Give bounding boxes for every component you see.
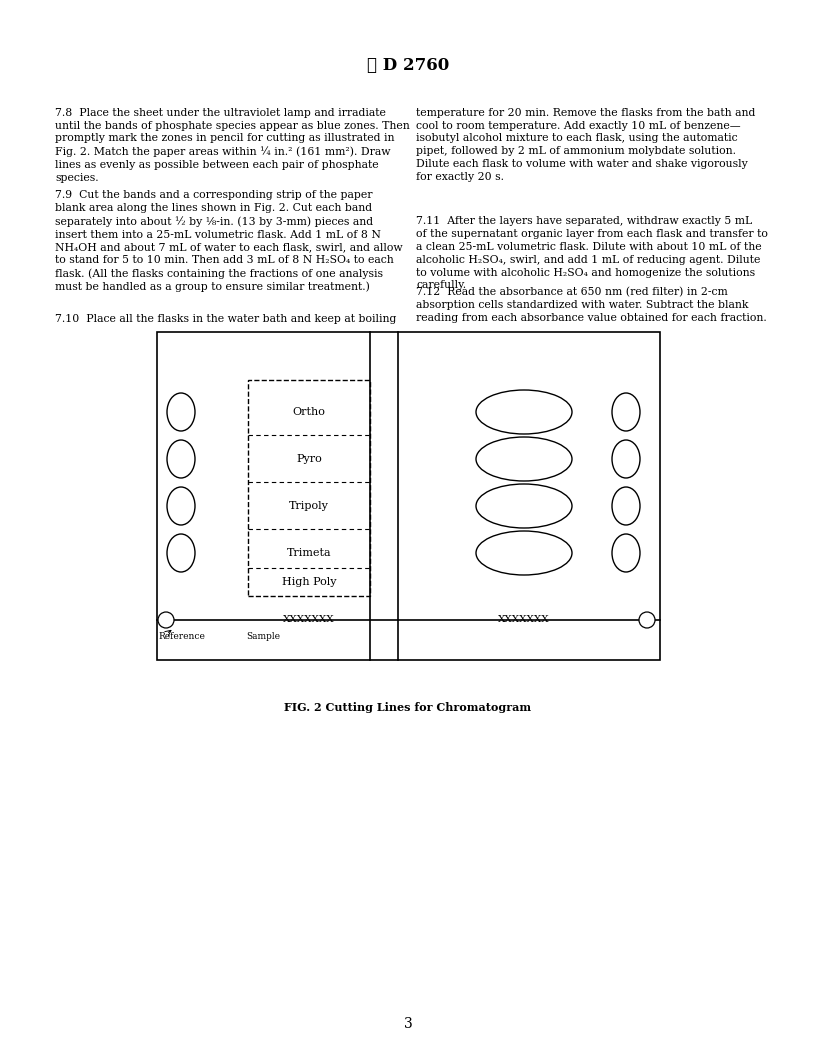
- Text: 3: 3: [404, 1017, 412, 1032]
- Text: 7.11  After the layers have separated, withdraw exactly 5 mL
of the supernatant : 7.11 After the layers have separated, wi…: [416, 216, 768, 290]
- Text: 7.9  Cut the bands and a corresponding strip of the paper
blank area along the l: 7.9 Cut the bands and a corresponding st…: [55, 190, 403, 293]
- Ellipse shape: [167, 440, 195, 478]
- Ellipse shape: [476, 390, 572, 434]
- Text: Ortho: Ortho: [293, 407, 326, 417]
- Bar: [248, 380, 370, 596]
- Ellipse shape: [612, 393, 640, 431]
- Text: XXXXXXX: XXXXXXX: [283, 616, 335, 624]
- Ellipse shape: [476, 484, 572, 528]
- Ellipse shape: [612, 534, 640, 572]
- Text: Reference: Reference: [158, 631, 205, 641]
- Text: High Poly: High Poly: [282, 577, 336, 587]
- Text: Ⓜ D 2760: Ⓜ D 2760: [367, 57, 449, 74]
- Text: FIG. 2 Cutting Lines for Chromatogram: FIG. 2 Cutting Lines for Chromatogram: [285, 702, 531, 713]
- Ellipse shape: [639, 612, 655, 628]
- Ellipse shape: [476, 437, 572, 480]
- Ellipse shape: [476, 531, 572, 576]
- Ellipse shape: [612, 440, 640, 478]
- Text: Sample: Sample: [246, 631, 280, 641]
- Text: Trimeta: Trimeta: [286, 548, 331, 558]
- Ellipse shape: [158, 612, 174, 628]
- Ellipse shape: [167, 534, 195, 572]
- Ellipse shape: [167, 393, 195, 431]
- Text: XXXXXXX: XXXXXXX: [499, 616, 550, 624]
- Ellipse shape: [612, 487, 640, 525]
- Text: Pyro: Pyro: [296, 454, 322, 464]
- Text: 7.12  Read the absorbance at 650 nm (red filter) in 2-cm
absorption cells standa: 7.12 Read the absorbance at 650 nm (red …: [416, 287, 767, 323]
- Ellipse shape: [167, 487, 195, 525]
- Text: Tripoly: Tripoly: [289, 501, 329, 511]
- Bar: [157, 332, 660, 660]
- Text: temperature for 20 min. Remove the flasks from the bath and
cool to room tempera: temperature for 20 min. Remove the flask…: [416, 108, 756, 182]
- Text: 7.8  Place the sheet under the ultraviolet lamp and irradiate
until the bands of: 7.8 Place the sheet under the ultraviole…: [55, 108, 410, 183]
- Text: 7.10  Place all the flasks in the water bath and keep at boiling: 7.10 Place all the flasks in the water b…: [55, 314, 397, 323]
